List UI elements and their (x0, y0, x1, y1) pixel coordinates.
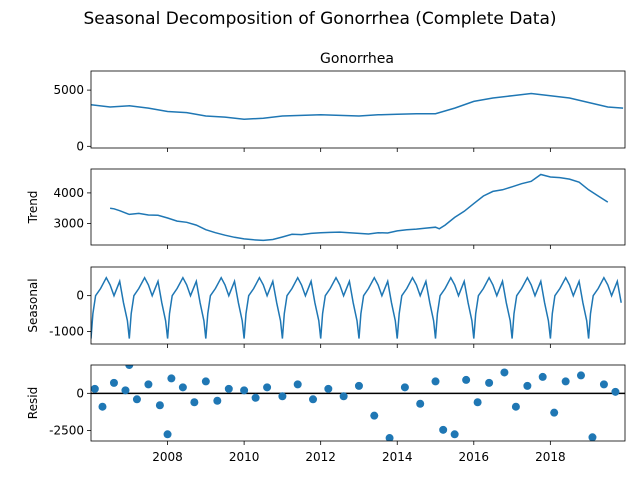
residual-axes-frame (90, 364, 626, 442)
residual-point (324, 384, 333, 393)
seasonal-axes-frame (90, 266, 626, 345)
observed-panel-title: Gonorrhea (320, 51, 394, 67)
residual-point (155, 401, 164, 410)
residual-point (144, 380, 153, 389)
xtick-label: 2018 (535, 450, 566, 464)
residual-point (416, 399, 425, 408)
residual-point (370, 411, 379, 420)
residual-point (439, 425, 448, 434)
residual-point (251, 393, 260, 402)
seasonal-plot-area (91, 276, 622, 339)
residual-point (462, 375, 471, 384)
trend-series-line (109, 173, 609, 242)
trend-ytick-label: 3000 (53, 217, 84, 231)
trend-plot-area (109, 173, 609, 242)
seasonal-ytick-label: 0 (76, 289, 84, 303)
residual-point (240, 386, 249, 395)
residual-point (278, 392, 287, 401)
residual-point (354, 381, 363, 390)
residual-point (561, 377, 570, 386)
residual-point (431, 377, 440, 386)
residual-point (500, 368, 509, 377)
residual-point (511, 402, 520, 411)
xtick-label: 2014 (382, 450, 413, 464)
residual-point (611, 387, 620, 396)
residual-point (109, 378, 118, 387)
observed-axes-frame (90, 70, 626, 149)
panels: 0 5000 3000 4000 Trend -1000 0 Seasonal -2500 0 Re… (26, 70, 626, 464)
residual-panel: -2500 0 Resid 2008 2010 2012 2014 2016 2018 (26, 364, 626, 464)
residual-point (293, 380, 302, 389)
residual-point (309, 395, 318, 404)
residual-ylabel: Resid (26, 387, 40, 419)
residual-point (125, 365, 134, 369)
residual-point (167, 374, 176, 383)
residual-point (550, 408, 559, 417)
xtick-label: 2016 (459, 450, 490, 464)
residual-point (263, 383, 272, 392)
seasonal-series-line (91, 276, 622, 339)
observed-series-line (91, 92, 624, 121)
residual-ytick-label: 0 (76, 386, 84, 400)
trend-ytick-label: 4000 (53, 186, 84, 200)
residual-point (576, 371, 585, 380)
residual-plot-area (91, 365, 625, 441)
residual-point (523, 381, 532, 390)
figure-title: Seasonal Decomposition of Gonorrhea (Com… (83, 9, 556, 29)
xtick-label: 2008 (152, 450, 183, 464)
seasonal-ylabel: Seasonal (26, 278, 40, 332)
seasonal-ytick-label: -1000 (49, 324, 84, 338)
residual-point (385, 434, 394, 441)
observed-ytick-label: 5000 (53, 83, 84, 97)
residual-point (98, 402, 107, 411)
residual-point (190, 398, 199, 407)
seasonal-panel: -1000 0 Seasonal (26, 266, 626, 348)
residual-point (538, 372, 547, 381)
observed-plot-area (91, 92, 624, 121)
observed-panel: 0 5000 (53, 70, 626, 153)
residual-point (132, 395, 141, 404)
xtick-label: 2012 (305, 450, 336, 464)
residual-ytick-label: -2500 (49, 424, 84, 438)
residual-point (201, 377, 210, 386)
trend-ylabel: Trend (26, 191, 40, 225)
residual-point (339, 392, 348, 401)
residual-point (599, 380, 608, 389)
residual-point (224, 384, 233, 393)
residual-point (178, 383, 187, 392)
residual-point (588, 433, 597, 441)
xtick-label: 2010 (229, 450, 260, 464)
trend-panel: 3000 4000 Trend (26, 168, 626, 249)
trend-axes-frame (90, 168, 626, 246)
residual-point (213, 396, 222, 405)
observed-ytick-label: 0 (76, 139, 84, 153)
residual-point (121, 386, 130, 395)
residual-point (163, 430, 172, 439)
residual-point (473, 398, 482, 407)
residual-point (450, 430, 459, 439)
residual-point (400, 383, 409, 392)
residual-point (91, 384, 99, 393)
residual-point (485, 378, 494, 387)
